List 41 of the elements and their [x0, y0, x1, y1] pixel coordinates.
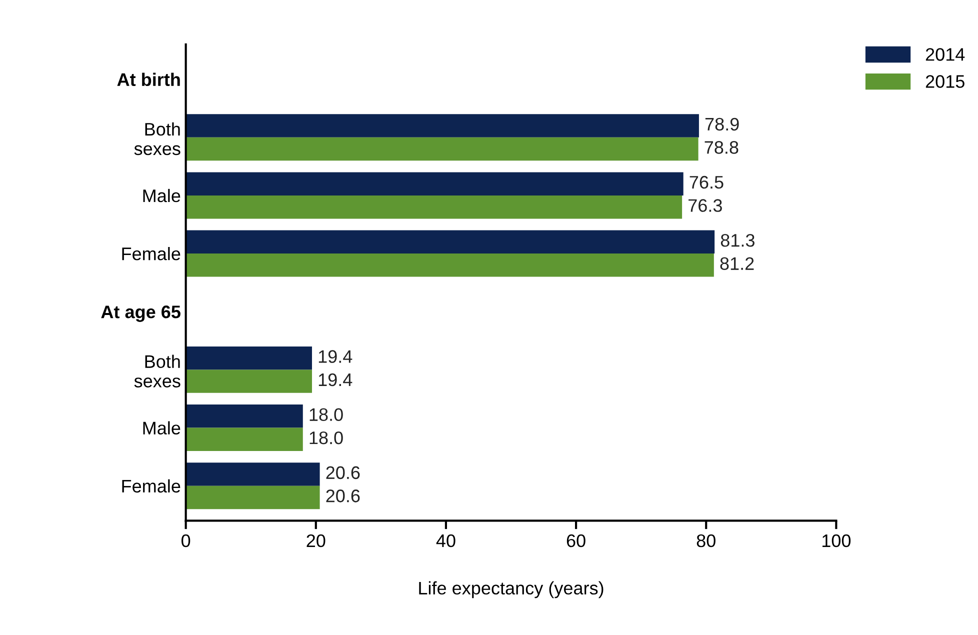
data-label: 20.6: [326, 466, 360, 480]
bar: [186, 172, 684, 196]
x-tick-label: 100: [822, 534, 851, 548]
data-label: 78.9: [705, 118, 739, 131]
bar: [186, 114, 699, 138]
data-label: 78.8: [704, 141, 738, 154]
x-tick-label: 20: [306, 534, 326, 548]
y-tick-label: Female: [122, 246, 180, 260]
bar: [186, 195, 682, 219]
data-label: 18.0: [310, 408, 343, 422]
data-label: 19.4: [318, 350, 352, 363]
data-label: 20.6: [326, 490, 360, 502]
data-label: 81.3: [720, 234, 754, 247]
bar: [186, 137, 698, 161]
x-tick-label: 0: [182, 534, 190, 548]
data-label: 76.5: [690, 176, 724, 189]
x-axis-title: Life expectancy (years): [419, 581, 604, 598]
y-tick-label: Both sexes: [134, 122, 180, 156]
y-tick-label: Male: [143, 421, 180, 434]
bar: [186, 486, 320, 510]
x-tick-label: 40: [436, 534, 456, 548]
bar: [186, 462, 320, 486]
y-tick-label: Female: [122, 479, 180, 493]
data-label: 19.4: [318, 373, 352, 386]
bar: [186, 404, 303, 428]
y-tick-label: At age 65: [101, 306, 180, 322]
data-label: 18.0: [310, 431, 343, 444]
bar: [186, 230, 715, 254]
data-label: 76.3: [688, 199, 722, 212]
y-tick-label: Both sexes: [134, 354, 180, 388]
bar: [186, 428, 303, 452]
x-tick-label: 60: [566, 534, 586, 548]
legend-label: 2014: [926, 48, 965, 61]
y-tick-label: At birth: [117, 72, 180, 86]
y-tick-label: Male: [143, 188, 180, 202]
bar: [186, 254, 714, 277]
bar: [186, 370, 312, 393]
data-label: 81.2: [720, 257, 754, 270]
bar: [186, 346, 312, 370]
x-tick-label: 80: [696, 534, 716, 548]
legend-label: 2015: [926, 75, 964, 88]
